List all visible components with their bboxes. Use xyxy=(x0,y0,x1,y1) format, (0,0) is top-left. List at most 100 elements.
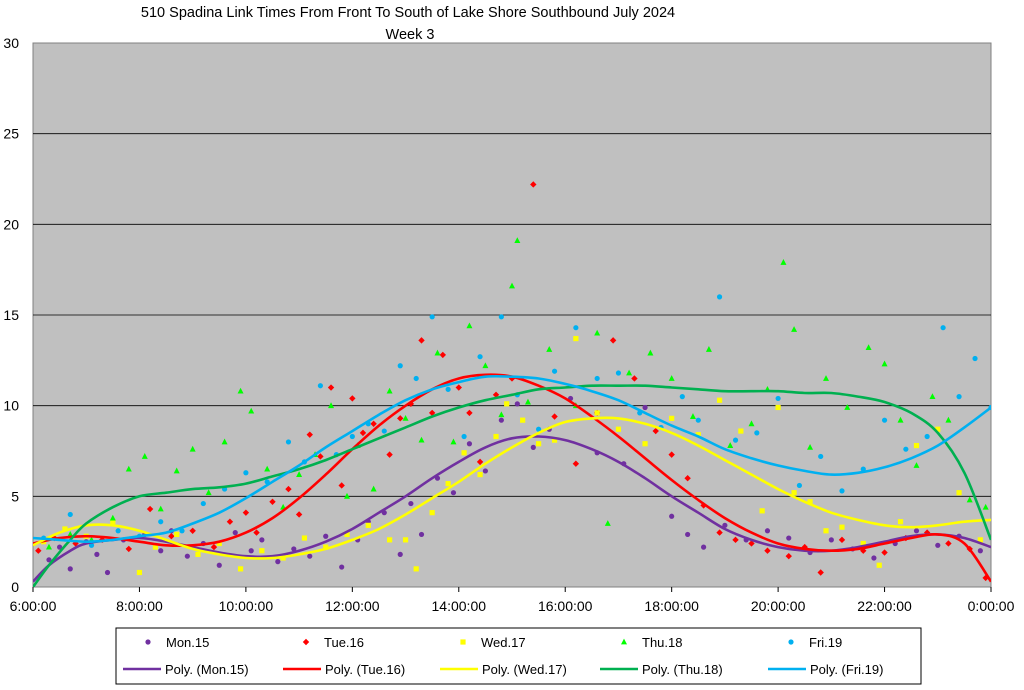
gridlines xyxy=(33,133,991,497)
legend-box xyxy=(115,627,922,685)
x-tick-label: 12:00:00 xyxy=(325,598,380,614)
y-tick-label: 25 xyxy=(3,126,19,142)
data-point xyxy=(972,355,978,362)
data-point xyxy=(594,410,600,416)
data-point xyxy=(615,370,622,376)
data-point xyxy=(844,404,851,410)
data-point xyxy=(189,527,196,534)
data-point xyxy=(301,535,308,541)
legend-entry: Poly. (Fri.19) xyxy=(810,662,883,677)
data-point xyxy=(418,337,425,344)
y-tick-label: 30 xyxy=(3,35,19,51)
data-point xyxy=(514,237,521,244)
data-point xyxy=(572,460,580,467)
data-point xyxy=(259,548,265,554)
data-point xyxy=(504,401,510,407)
data-point xyxy=(317,453,324,460)
data-point xyxy=(838,536,846,544)
data-point xyxy=(482,362,489,369)
data-point xyxy=(929,393,936,399)
x-tick-label: 20:00:00 xyxy=(751,598,806,614)
data-point xyxy=(839,488,845,494)
data-point xyxy=(626,369,633,376)
legend-marker xyxy=(460,639,466,645)
x-tick-label: 14:00:00 xyxy=(432,598,487,614)
data-point xyxy=(242,509,250,516)
data-point xyxy=(466,441,473,447)
data-point xyxy=(945,416,952,423)
data-point xyxy=(668,451,675,458)
data-point xyxy=(109,514,116,521)
data-point xyxy=(652,427,659,435)
chart-title: 510 Spadina Link Times From Front To Sou… xyxy=(141,5,675,21)
x-tick-label: 18:00:00 xyxy=(644,598,699,614)
data-point xyxy=(514,401,520,407)
data-point xyxy=(397,415,404,422)
legend-marker xyxy=(621,638,627,645)
data-point xyxy=(184,553,190,559)
data-point xyxy=(759,508,765,514)
data-point xyxy=(285,485,292,493)
data-point xyxy=(275,559,281,565)
data-point xyxy=(977,537,983,543)
data-point xyxy=(923,529,931,536)
data-point xyxy=(940,325,946,331)
data-point xyxy=(88,542,95,548)
data-point xyxy=(327,384,335,391)
data-point xyxy=(785,552,792,560)
data-point xyxy=(860,547,867,554)
series-3-points xyxy=(45,237,989,550)
legend-entry: Fri.19 xyxy=(809,635,842,650)
data-point xyxy=(158,548,164,554)
data-point xyxy=(338,482,345,489)
legend-entry: Mon.15 xyxy=(166,635,209,650)
legend-marker xyxy=(302,638,310,646)
data-point xyxy=(695,432,701,438)
data-point xyxy=(67,531,74,537)
data-point xyxy=(935,426,941,432)
data-point xyxy=(397,363,403,369)
data-point xyxy=(796,482,803,489)
data-point xyxy=(524,398,531,405)
data-point xyxy=(716,294,723,300)
data-point xyxy=(530,181,537,188)
y-tick-label: 20 xyxy=(3,216,19,232)
data-point xyxy=(807,499,813,505)
data-point xyxy=(141,453,148,459)
data-point xyxy=(754,430,760,436)
data-point xyxy=(146,505,154,513)
data-point xyxy=(210,543,218,551)
data-point xyxy=(168,533,175,540)
legend-entry: Wed.17 xyxy=(481,635,526,650)
data-point xyxy=(359,429,367,437)
data-point xyxy=(232,530,238,536)
data-point xyxy=(647,349,654,356)
data-point xyxy=(125,465,132,472)
data-point xyxy=(695,417,701,423)
data-point xyxy=(871,555,877,561)
data-point xyxy=(450,490,457,496)
data-point xyxy=(248,407,255,414)
data-point xyxy=(791,326,798,332)
data-point xyxy=(748,540,755,547)
data-point xyxy=(344,531,350,538)
data-point xyxy=(461,450,467,456)
data-point xyxy=(216,562,222,568)
data-point xyxy=(179,528,185,534)
data-point xyxy=(631,375,638,382)
data-point xyxy=(604,520,611,526)
data-point xyxy=(493,433,499,440)
trendline-3 xyxy=(33,384,991,587)
data-point xyxy=(125,545,132,553)
data-point xyxy=(259,537,265,543)
data-point xyxy=(897,519,904,525)
data-point xyxy=(823,375,830,381)
data-point xyxy=(823,528,829,534)
data-point xyxy=(935,542,941,548)
data-point xyxy=(476,458,484,466)
data-point xyxy=(594,375,600,382)
data-point xyxy=(386,451,393,458)
data-point xyxy=(295,511,303,518)
x-tick-label: 10:00:00 xyxy=(219,598,274,614)
data-point xyxy=(977,548,983,554)
